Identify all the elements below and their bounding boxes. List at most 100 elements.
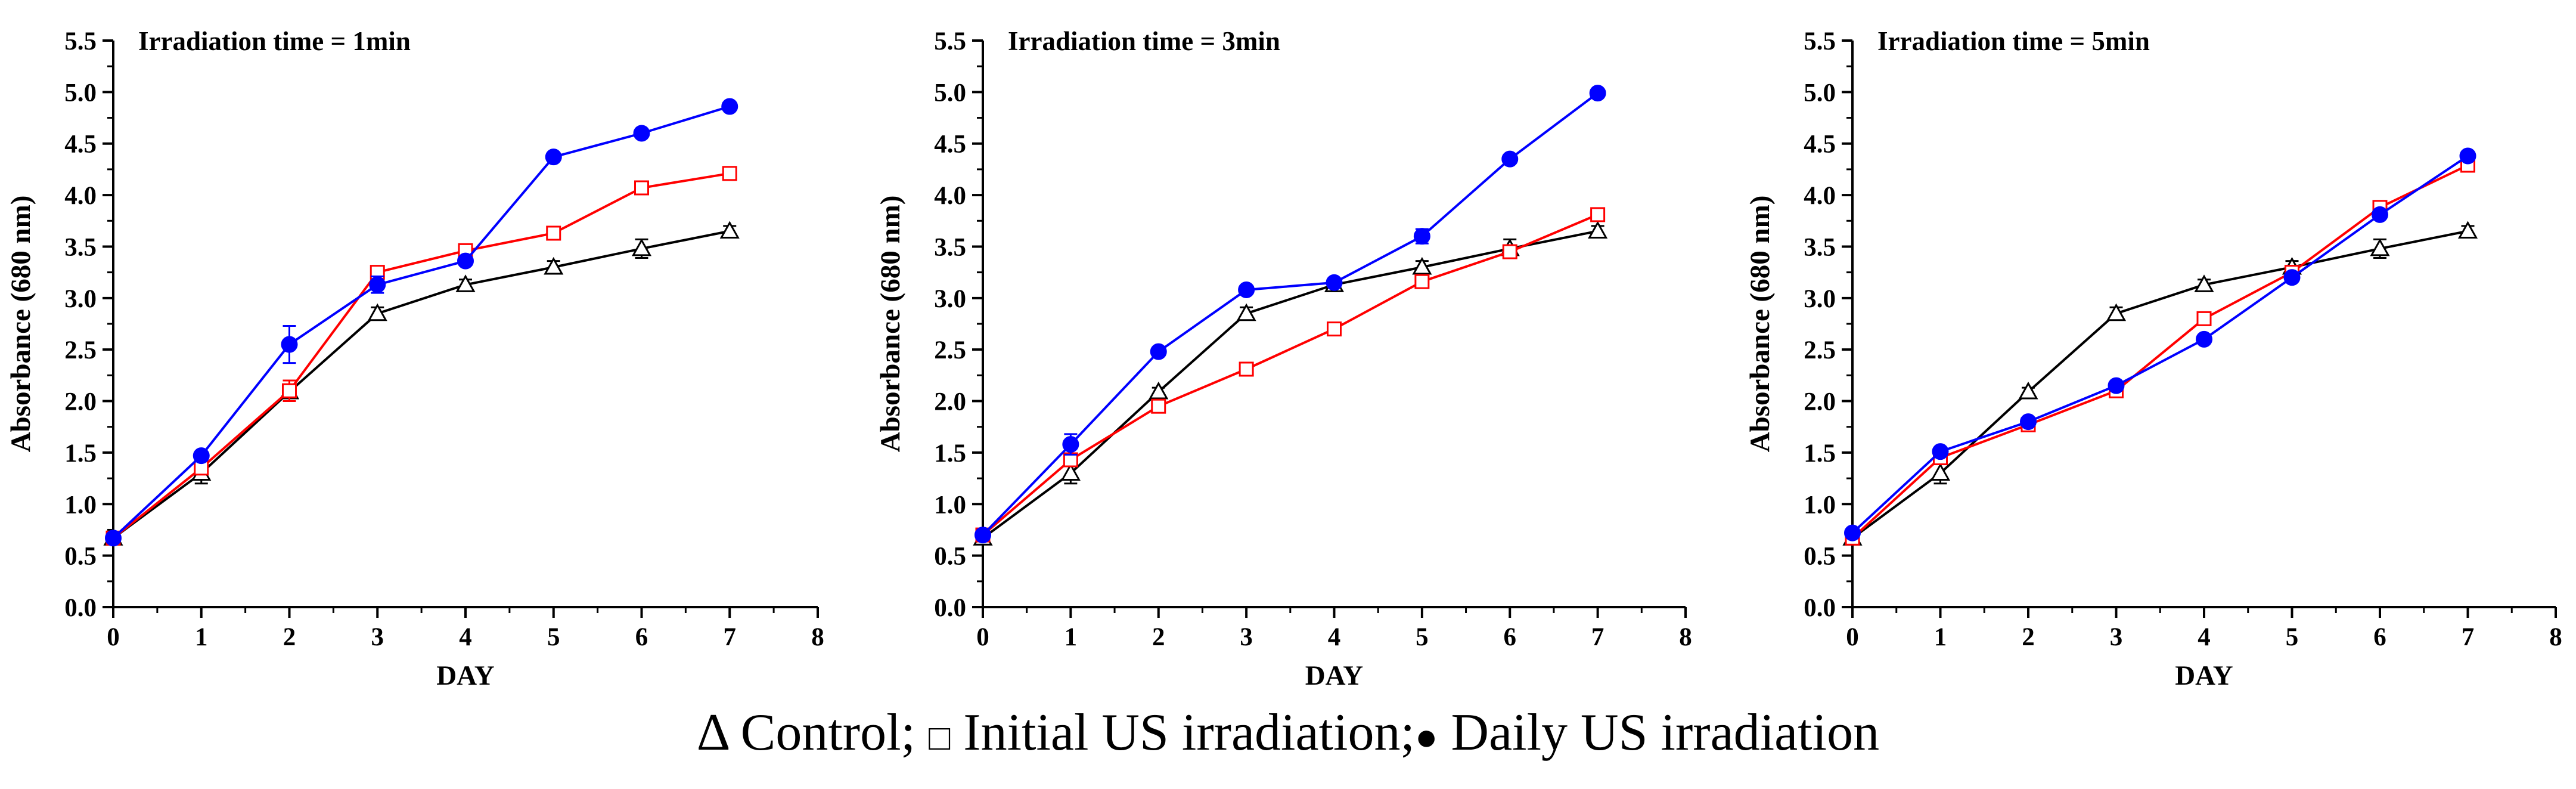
series-line [1851, 230, 2468, 539]
series-line [982, 92, 1599, 536]
series-control [103, 221, 740, 546]
x-tick-label: 7 [1591, 623, 1604, 651]
y-tick-label: 3.0 [1804, 285, 1836, 313]
data-point [367, 303, 387, 321]
x-tick-label: 4 [2198, 623, 2211, 651]
data-point [1151, 398, 1166, 414]
x-tick-label: 2 [1152, 623, 1165, 651]
x-tick-label: 2 [283, 623, 296, 651]
y-tick-label: 1.0 [934, 491, 966, 519]
y-tick-label: 1.0 [64, 491, 97, 519]
data-point [455, 274, 476, 292]
x-tick-label: 6 [635, 623, 648, 651]
data-point [2194, 274, 2214, 292]
data-point [1236, 303, 1256, 321]
panel-title: Irradiation time = 5min [1877, 26, 2150, 56]
data-point [2370, 238, 2390, 256]
panel-title: Irradiation time = 1min [138, 26, 411, 56]
series-line [982, 214, 1599, 536]
data-point [105, 530, 122, 547]
x-tick-label: 1 [1064, 623, 1078, 651]
data-point [2018, 381, 2038, 400]
data-point [1060, 463, 1081, 481]
legend-control-label: Control; [740, 704, 916, 762]
y-tick-label: 0.0 [934, 594, 966, 622]
data-point [545, 148, 562, 166]
x-tick-label: 2 [2022, 623, 2035, 651]
x-tick-label: 3 [1240, 623, 1253, 651]
data-point [974, 527, 991, 544]
data-point [457, 252, 474, 270]
data-point [544, 256, 564, 275]
x-tick-label: 4 [1328, 623, 1341, 651]
y-tick-label: 5.0 [64, 79, 97, 107]
x-tick-label: 8 [1679, 623, 1692, 651]
chart-panel-3: 0 1 2 3 4 5 6 7 8 0.0 0.5 1.0 1.5 2.0 2.5 3.0 3.5 4.0 4.5 5… [1745, 26, 2562, 691]
y-tick-label: 0.0 [1804, 594, 1836, 622]
series-line [112, 230, 730, 539]
x-tick-label: 1 [1934, 623, 1947, 651]
panel-title: Irradiation time = 3min [1008, 26, 1280, 56]
series-line [1851, 164, 2469, 539]
series-line [112, 105, 730, 539]
x-tick-label: 8 [2549, 623, 2562, 651]
data-point [281, 336, 298, 353]
data-point [1844, 524, 1861, 542]
data-point [2283, 269, 2301, 286]
data-point [631, 238, 652, 256]
legend-daily-label: Daily US irradiation [1451, 704, 1880, 762]
x-tick-label: 1 [195, 623, 208, 651]
y-tick-label: 5.0 [1804, 79, 1836, 107]
y-tick-label: 2.0 [1804, 388, 1836, 416]
legend-initial-symbol: □ [929, 718, 951, 757]
x-tick-label: 5 [547, 623, 560, 651]
data-point [1062, 436, 1079, 453]
data-point [546, 225, 561, 241]
data-point [2372, 206, 2388, 223]
y-tick-label: 2.5 [1804, 336, 1836, 364]
x-tick-label: 0 [1846, 623, 1859, 651]
data-point [1239, 361, 1254, 377]
x-axis-label: DAY [1305, 660, 1364, 691]
y-tick-label: 5.5 [934, 27, 966, 55]
data-point [719, 221, 740, 239]
legend-control-symbol: Δ [696, 704, 728, 762]
legend-initial-label: Initial US irradiation; [963, 704, 1415, 762]
data-point [721, 98, 738, 115]
series-control [1842, 221, 2478, 546]
data-point [722, 166, 737, 181]
x-tick-label: 0 [107, 623, 120, 651]
x-tick-label: 7 [2462, 623, 2475, 651]
y-tick-label: 1.5 [64, 440, 97, 468]
series-line [112, 172, 730, 539]
data-point [2459, 147, 2476, 165]
series-initial-us-irradiation [975, 207, 1606, 543]
x-axis-label: DAY [2175, 660, 2233, 691]
series-daily-us-irradiation [105, 98, 738, 547]
y-axis-label: Absorbance (680 nm) [875, 196, 906, 453]
data-point [1590, 207, 1606, 222]
data-point [1326, 274, 1343, 291]
data-point [2106, 303, 2127, 321]
data-point [1930, 463, 1951, 481]
y-tick-label: 0.0 [64, 594, 97, 622]
y-tick-label: 3.5 [64, 233, 97, 261]
y-tick-label: 2.0 [64, 388, 97, 416]
data-point [1501, 150, 1519, 168]
y-tick-label: 5.5 [1804, 27, 1836, 55]
x-tick-label: 3 [2110, 623, 2123, 651]
y-axis-label: Absorbance (680 nm) [5, 196, 36, 453]
series-daily-us-irradiation [974, 85, 1606, 544]
y-tick-label: 2.5 [64, 336, 97, 364]
series-control [973, 221, 1608, 546]
y-tick-label: 4.5 [1804, 131, 1836, 159]
x-axis-label: DAY [436, 660, 495, 691]
series-line [1851, 154, 2469, 534]
x-tick-label: 7 [724, 623, 737, 651]
y-tick-label: 1.5 [1804, 440, 1836, 468]
y-tick-label: 4.5 [64, 131, 97, 159]
data-point [2020, 413, 2037, 431]
y-tick-label: 3.5 [934, 233, 966, 261]
y-tick-label: 4.5 [934, 131, 966, 159]
